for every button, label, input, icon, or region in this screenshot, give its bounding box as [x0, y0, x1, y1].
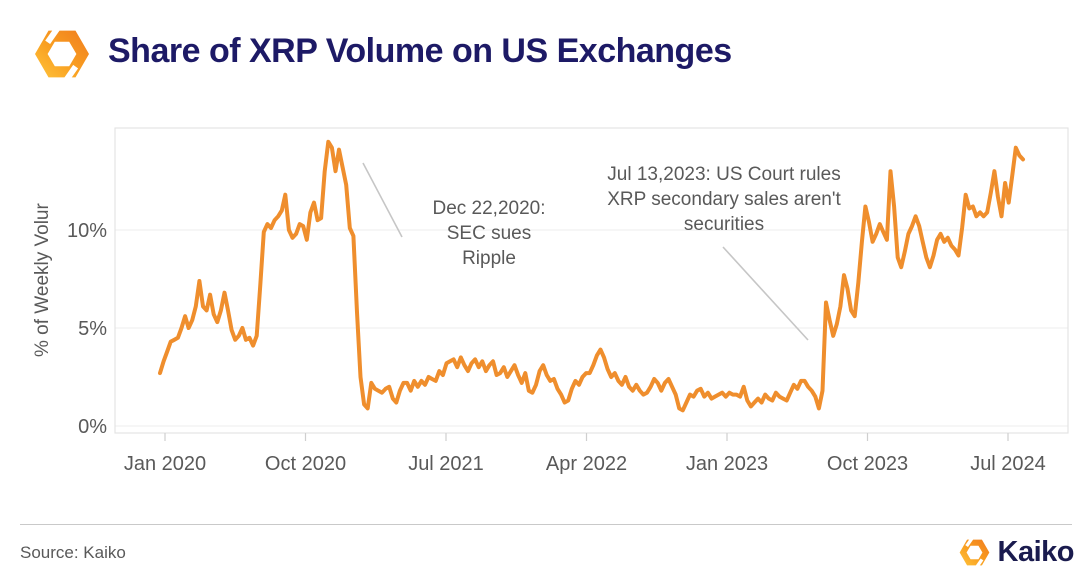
annotation-sec-lawsuit: Dec 22,2020: SEC sues Ripple [432, 198, 546, 269]
callout-line-sec-lawsuit [362, 162, 403, 238]
header: Share of XRP Volume on US Exchanges [0, 0, 1092, 100]
annotation-court-ruling: Jul 13,2023: US Court rules XRP secondar… [607, 164, 841, 235]
x-tick-label: Oct 2020 [265, 453, 346, 475]
series-line [158, 139, 1025, 413]
callout-line-court-ruling [722, 246, 809, 341]
footer-divider [20, 524, 1072, 525]
y-tick-label: 0% [78, 416, 107, 438]
page-title: Share of XRP Volume on US Exchanges [108, 32, 732, 70]
brand-wordmark: Kaiko [997, 536, 1075, 568]
brand-lockup: Kaiko [958, 536, 1075, 569]
source-note: Source: Kaiko [20, 543, 126, 562]
x-tick-label: Oct 2023 [827, 453, 908, 475]
x-tick-label: Jan 2020 [124, 453, 206, 475]
kaiko-logo-icon [959, 536, 989, 569]
y-tick-label: 5% [78, 318, 107, 340]
x-tick-label: Jan 2023 [686, 453, 768, 475]
chart-plot: Jan 2020 Oct 2020 Jul 2021 Apr 2022 Jan 2023… [67, 127, 1069, 475]
plot-border [114, 127, 1069, 434]
y-tick-label: 10% [67, 220, 107, 242]
x-tick-label: Apr 2022 [546, 453, 627, 475]
y-axis-title: % of Weekly Volur [32, 203, 53, 358]
x-tick-label: Jul 2021 [408, 453, 484, 475]
kaiko-logo-icon [35, 24, 89, 84]
chart-area: Jan 2020 Oct 2020 Jul 2021 Apr 2022 Jan 2023… [0, 100, 1092, 520]
x-tick-label: Jul 2024 [970, 453, 1046, 475]
